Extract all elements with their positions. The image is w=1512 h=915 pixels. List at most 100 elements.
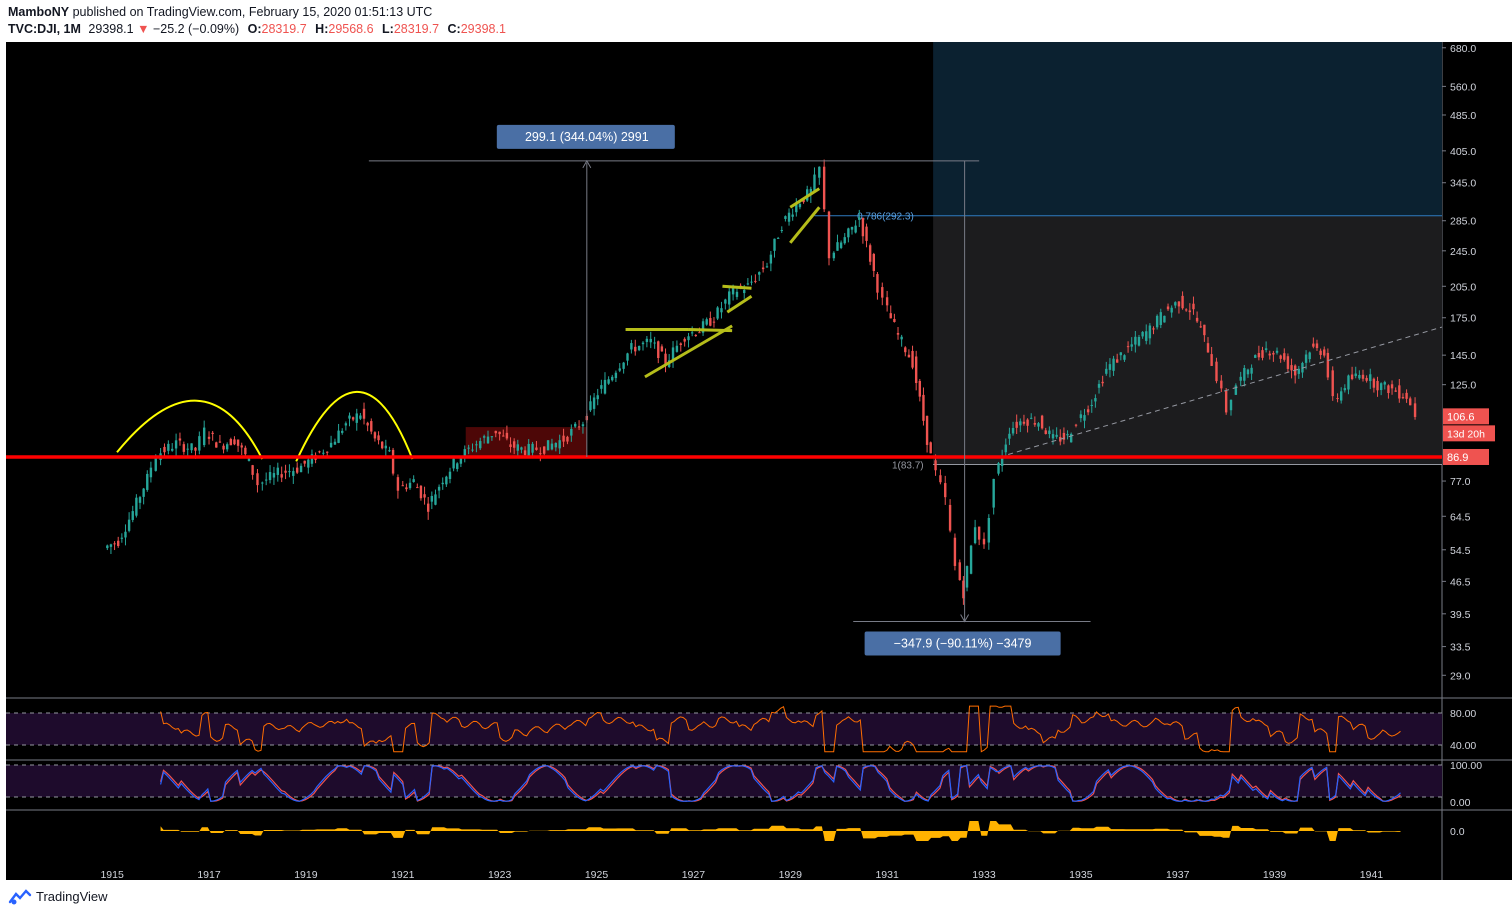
price-change: −25.2 (−0.09%) [152,22,240,36]
candle-body [276,467,280,475]
candle-body [1234,385,1238,395]
candle-body [679,343,682,345]
candle-body [798,203,802,208]
x-tick-label: 1923 [488,869,512,880]
candle-body [653,342,656,344]
candle-body [295,467,299,473]
high-value: 29568.6 [328,22,374,36]
candle-body [229,439,233,446]
candle-body [1315,343,1319,349]
candle-body [1257,352,1261,358]
candle-body [929,442,932,454]
candle-body [373,432,377,439]
candle-body [566,436,569,442]
candle-body [893,318,896,322]
candle-body [1220,380,1223,389]
candles [106,159,1417,605]
candle-body [554,442,558,448]
candle-body [1195,317,1199,322]
x-tick-label: 1925 [585,869,609,880]
candle-body [1011,428,1015,434]
candle-body [836,242,839,251]
candle-body [475,444,478,446]
candle-body [256,473,259,486]
candle-body [1155,315,1159,328]
candle-body [1350,374,1354,380]
candle-body [178,438,182,441]
candle-body [896,333,900,335]
candle-body [1383,382,1386,385]
candle-body [839,242,843,248]
high-label: H: [315,22,329,36]
candle-body [965,566,969,588]
candle-body [292,471,295,476]
candle-body [885,297,889,306]
candle-body [171,448,174,451]
candle-body [1243,368,1246,381]
osc-tick-0: 0.0 [1450,826,1465,838]
candle-body [113,543,116,545]
candle-body [261,482,264,484]
chart-canvas[interactable]: 0.786(292.3) 1(83.7) 299.1 (344.04%) 2991 −… [0,42,1512,880]
y-tick-label: 46.5 [1450,576,1471,588]
tradingview-brand[interactable]: TradingView [36,889,108,904]
trendline-5 [789,187,821,209]
pattern-arc-left [116,399,264,460]
candle-body [135,497,138,516]
candle-body [1044,430,1047,434]
candle-body [523,450,527,455]
candle-body [1094,398,1097,402]
trendline-4 [726,294,753,314]
candle-body [746,283,750,285]
symbol-label[interactable]: TVC:DJI, 1M [8,22,81,36]
candle-body [505,432,509,439]
candle-body [671,347,675,362]
candle-body [401,485,404,487]
candle-body [240,445,243,448]
candle-body [1159,312,1162,325]
candle-body [881,287,884,298]
candle-body [1141,331,1144,337]
candle-body [573,423,577,427]
candle-body [198,436,201,451]
candle-body [182,444,186,452]
candle-body [614,372,618,379]
candle-body [1215,361,1218,382]
candle-body [657,341,660,359]
x-tick-label: 1927 [682,869,706,880]
candle-body [419,485,423,499]
tradingview-logo-icon[interactable] [8,888,32,906]
publish-line: MamboNY published on TradingView.com, Fe… [8,4,1508,21]
candle-body [827,211,831,259]
candle-body [562,435,565,442]
candle-body [780,230,783,232]
candle-body [127,519,131,531]
x-tick-label: 1915 [100,869,124,880]
candle-body [861,218,865,237]
candle-body [1074,424,1078,426]
oscillator-area [160,821,1401,841]
candle-body [377,435,380,441]
countdown-label: 13d 20h [1447,428,1485,440]
candle-body [1083,415,1086,421]
candle-body [754,280,757,282]
candle-body [362,408,366,419]
candle-body [641,342,645,345]
fib-zone-upper [933,42,1442,216]
publisher-name[interactable]: MamboNY [8,5,70,19]
chart-area[interactable]: 0.786(292.3) 1(83.7) 299.1 (344.04%) 2991 −… [0,42,1512,880]
candle-body [784,216,787,219]
chart-header: MamboNY published on TradingView.com, Fe… [8,4,1508,40]
candle-body [391,449,395,474]
candle-body [1148,325,1152,339]
x-tick-label: 1931 [875,869,899,880]
candle-body [163,446,166,453]
candle-body [471,449,474,451]
candle-body [618,368,621,371]
candle-body [1008,433,1011,439]
candle-body [596,395,599,400]
candle-body [1101,381,1104,384]
candle-body [1000,456,1004,466]
candle-body [1145,331,1148,341]
candle-body [876,274,879,293]
